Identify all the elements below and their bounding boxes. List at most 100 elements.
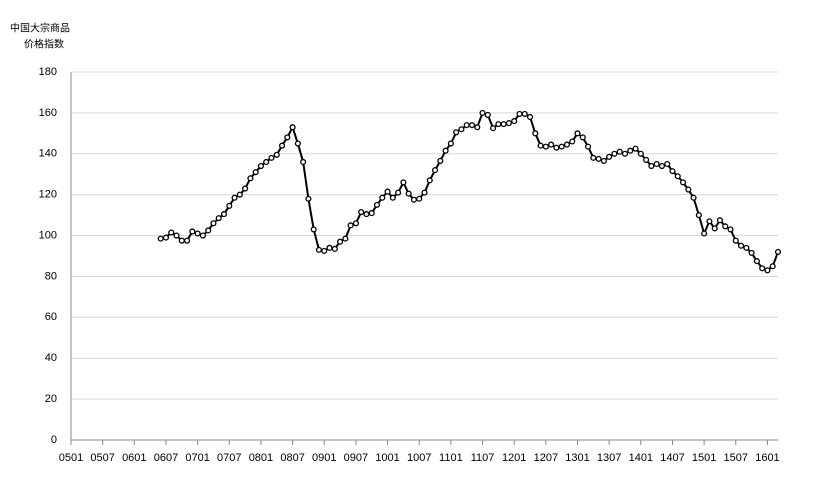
data-point bbox=[278, 142, 286, 149]
y-tick-label: 180 bbox=[39, 66, 57, 78]
data-point bbox=[474, 124, 481, 131]
x-tick-label: 0501 bbox=[59, 452, 83, 464]
data-point bbox=[368, 210, 375, 217]
data-point bbox=[247, 175, 254, 182]
x-tick-label: 1401 bbox=[629, 452, 653, 464]
data-point bbox=[310, 226, 317, 233]
data-point bbox=[748, 249, 755, 256]
data-point bbox=[627, 147, 634, 154]
data-point bbox=[674, 173, 681, 180]
data-point bbox=[289, 124, 296, 131]
x-tick-label: 1207 bbox=[534, 452, 558, 464]
data-point bbox=[199, 232, 206, 239]
y-axis-title: 价格指数 bbox=[24, 38, 64, 51]
data-point bbox=[716, 217, 724, 224]
y-tick-label: 140 bbox=[39, 148, 57, 160]
data-point bbox=[621, 150, 629, 157]
x-tick-label: 1507 bbox=[724, 452, 748, 464]
data-point bbox=[706, 218, 713, 225]
data-point bbox=[315, 246, 323, 253]
data-point bbox=[173, 232, 180, 239]
x-tick-label: 0901 bbox=[312, 452, 336, 464]
data-point bbox=[273, 151, 280, 158]
y-tick-label: 120 bbox=[39, 189, 57, 201]
data-point bbox=[479, 109, 486, 116]
data-point bbox=[331, 245, 338, 252]
data-point bbox=[585, 143, 592, 150]
data-point bbox=[664, 160, 671, 168]
data-point bbox=[226, 202, 233, 209]
x-tick-label: 0801 bbox=[249, 452, 273, 464]
data-point bbox=[263, 158, 270, 166]
x-tick-label: 0907 bbox=[344, 452, 368, 464]
data-point bbox=[526, 113, 534, 121]
data-point bbox=[178, 237, 185, 244]
data-point bbox=[157, 235, 164, 242]
data-point bbox=[569, 138, 576, 145]
data-point bbox=[637, 150, 644, 157]
data-point bbox=[231, 194, 238, 201]
data-point bbox=[342, 235, 349, 242]
data-point bbox=[400, 179, 407, 186]
data-point bbox=[321, 247, 328, 254]
data-point bbox=[347, 222, 354, 229]
x-tick-label: 1301 bbox=[565, 452, 589, 464]
data-point bbox=[511, 118, 518, 125]
data-point bbox=[389, 194, 396, 201]
data-point bbox=[210, 220, 217, 227]
data-point bbox=[405, 190, 412, 197]
data-point bbox=[516, 110, 523, 117]
data-point bbox=[379, 194, 386, 201]
data-point bbox=[437, 157, 444, 164]
data-point bbox=[363, 211, 370, 218]
data-point bbox=[606, 153, 613, 160]
data-point bbox=[447, 140, 454, 147]
y-tick-label: 60 bbox=[45, 311, 57, 323]
data-point bbox=[395, 189, 402, 196]
x-tick-label: 0807 bbox=[280, 452, 304, 464]
data-point bbox=[600, 157, 607, 164]
data-point bbox=[695, 212, 702, 219]
data-point bbox=[558, 143, 565, 150]
data-point bbox=[305, 195, 312, 202]
data-point bbox=[468, 122, 476, 129]
data-point bbox=[352, 220, 359, 227]
y-tick-label: 100 bbox=[39, 229, 57, 241]
y-tick-label: 160 bbox=[39, 107, 57, 119]
data-point bbox=[337, 238, 344, 245]
data-point bbox=[384, 188, 391, 195]
data-point bbox=[658, 162, 665, 170]
data-point bbox=[358, 208, 365, 216]
data-point bbox=[162, 234, 170, 241]
data-point bbox=[268, 154, 275, 161]
data-point bbox=[669, 168, 676, 175]
data-point bbox=[215, 215, 222, 222]
x-tick-label: 0507 bbox=[90, 452, 114, 464]
x-tick-label: 1601 bbox=[755, 452, 779, 464]
data-point bbox=[416, 195, 423, 202]
data-point bbox=[410, 196, 417, 203]
data-point bbox=[574, 130, 581, 137]
data-point bbox=[653, 160, 660, 168]
data-point bbox=[284, 134, 291, 141]
data-point bbox=[426, 177, 433, 184]
data-point bbox=[595, 155, 602, 162]
data-point bbox=[490, 125, 497, 132]
data-point bbox=[521, 110, 528, 117]
data-point bbox=[764, 267, 771, 274]
y-tick-label: 40 bbox=[45, 352, 57, 364]
data-point bbox=[484, 111, 491, 118]
x-tick-label: 0607 bbox=[154, 452, 178, 464]
data-line bbox=[160, 111, 779, 272]
data-point bbox=[373, 201, 381, 208]
data-point bbox=[701, 230, 708, 237]
x-tick-label: 0601 bbox=[122, 452, 146, 464]
y-tick-label: 80 bbox=[45, 270, 57, 282]
y-tick-label: 20 bbox=[45, 393, 57, 405]
data-point bbox=[648, 162, 655, 170]
data-point bbox=[774, 248, 782, 255]
data-point bbox=[421, 189, 428, 196]
data-point bbox=[738, 242, 745, 249]
data-point bbox=[189, 228, 196, 235]
data-point bbox=[722, 223, 729, 230]
